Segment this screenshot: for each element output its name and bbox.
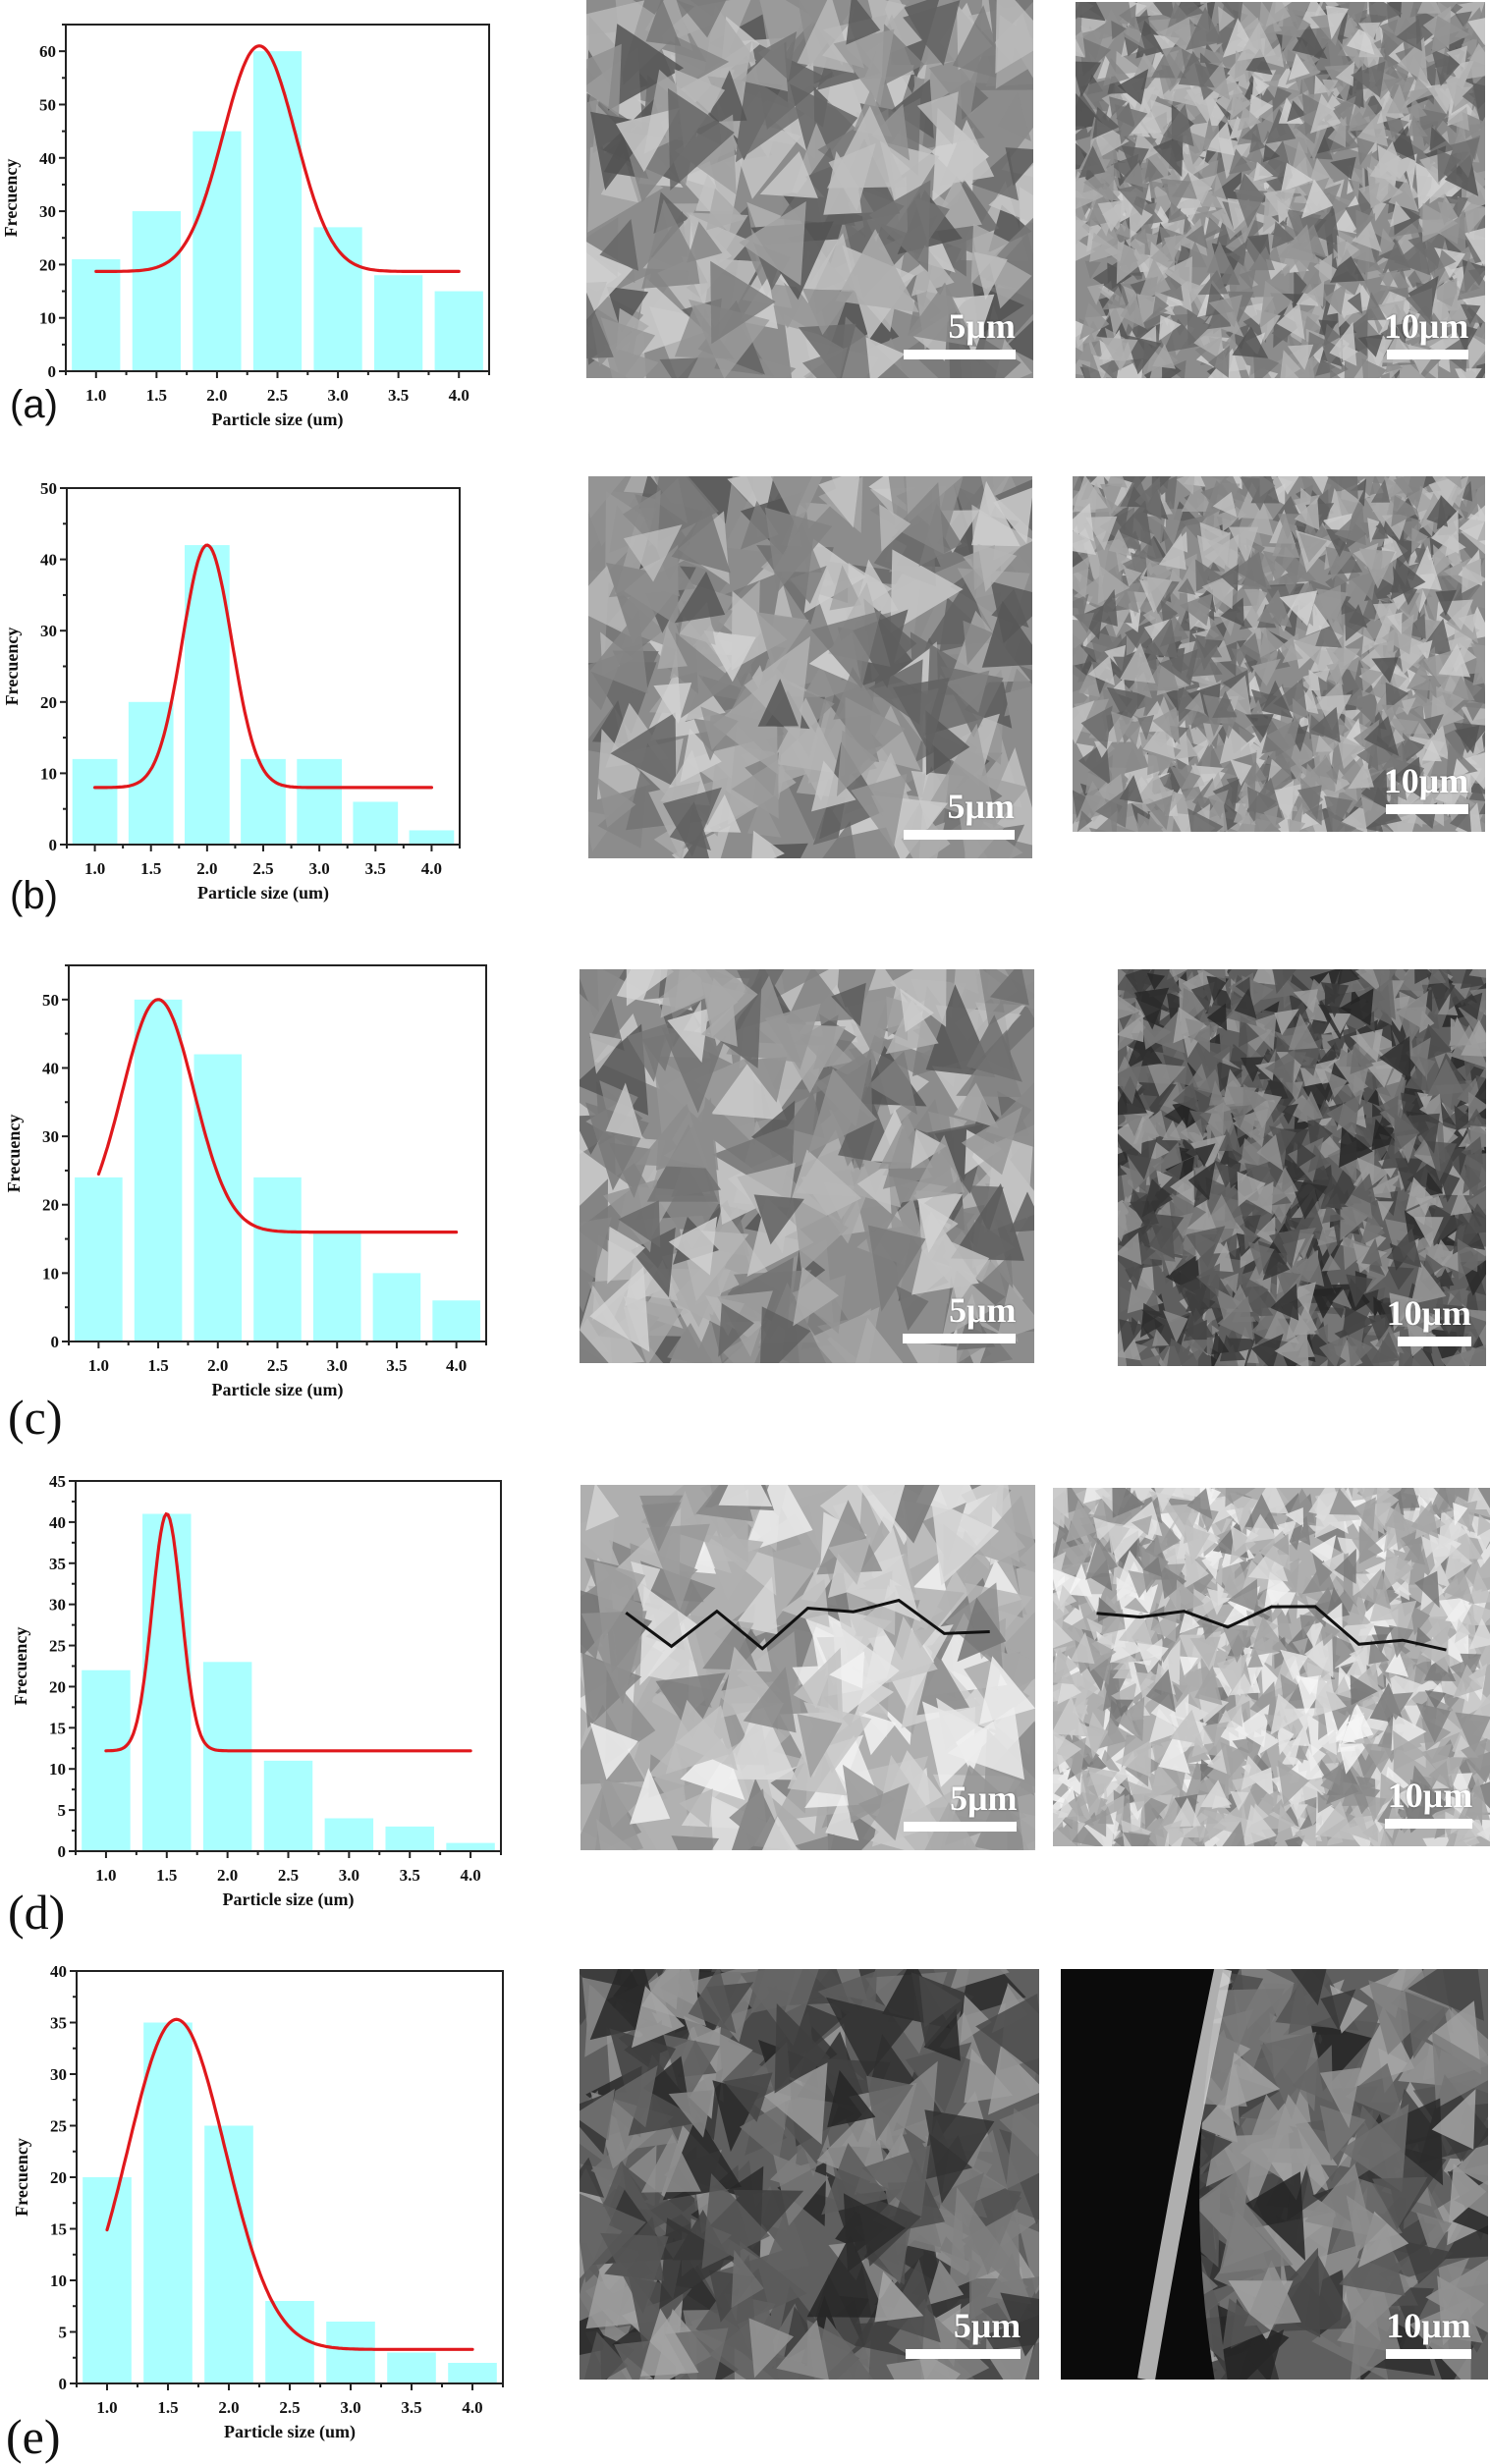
scale-bar-label: 10μm — [1384, 763, 1468, 798]
scale-bar-label: 5μm — [949, 1292, 1016, 1328]
histogram-bar — [265, 2301, 314, 2383]
scale-bar-label: 5μm — [954, 2308, 1021, 2343]
scale-bar-label: 5μm — [948, 308, 1015, 344]
sem-image-d-right: 10μm — [1053, 1488, 1490, 1846]
y-tick-label: 35 — [50, 2014, 67, 2033]
histogram-bar — [326, 2322, 375, 2383]
y-tick-label: 20 — [50, 2168, 67, 2187]
histogram-chart-e: 0 5 10 15 20 25 30 35 40 1.0 1.5 2.0 2.5 3.0 3.5 4.0 Par… — [0, 0, 550, 2455]
scale-bar-label: 10μm — [1386, 2308, 1470, 2343]
scale-bar — [1386, 804, 1468, 814]
y-axis-title: Frecuency — [12, 2138, 31, 2217]
y-tick-label: 0 — [59, 2375, 68, 2393]
x-tick-label: 2.5 — [279, 2398, 300, 2417]
scale-bar — [904, 830, 1015, 840]
sem-image-c-right: 10μm — [1118, 969, 1486, 1366]
scale-bar — [1386, 2349, 1471, 2359]
x-tick-label: 3.5 — [401, 2398, 421, 2417]
sem-image-d-middle: 5μm — [580, 1485, 1035, 1850]
x-tick-label: 1.0 — [96, 2398, 117, 2417]
sem-image-b-middle: 5μm — [588, 476, 1032, 858]
sem-image-a-right: 10μm — [1076, 2, 1485, 378]
scale-bar — [1385, 1819, 1472, 1829]
scale-bar — [904, 1822, 1018, 1832]
scale-bar — [903, 1334, 1017, 1343]
y-tick-label: 30 — [50, 2065, 67, 2084]
sem-image-a-middle: 5μm — [586, 0, 1033, 378]
x-tick-label: 2.0 — [218, 2398, 239, 2417]
scale-bar-label: 5μm — [948, 789, 1015, 824]
panel-label-e: (e) — [6, 2412, 61, 2461]
histogram-bar — [448, 2363, 497, 2383]
x-axis-title: Particle size (um) — [224, 2422, 356, 2442]
scale-bar-label: 10μm — [1388, 1778, 1472, 1813]
sem-image-e-right: 10μm — [1061, 1969, 1488, 2380]
scale-bar — [904, 350, 1016, 359]
y-tick-label: 15 — [50, 2220, 67, 2239]
y-tick-label: 25 — [50, 2117, 67, 2136]
sem-image-e-middle: 5μm — [579, 1969, 1039, 2380]
scale-bar — [1387, 350, 1468, 359]
scale-bar — [1398, 1337, 1471, 1346]
scale-bar-label: 10μm — [1384, 308, 1468, 344]
histogram-bar — [387, 2353, 436, 2384]
y-tick-label: 10 — [50, 2272, 67, 2290]
sem-image-c-middle: 5μm — [579, 969, 1034, 1363]
histogram-bar — [83, 2177, 132, 2383]
scale-bar-label: 10μm — [1387, 1295, 1471, 1331]
x-tick-label: 3.0 — [340, 2398, 360, 2417]
y-tick-label: 40 — [50, 1962, 67, 1981]
x-tick-label: 4.0 — [462, 2398, 482, 2417]
x-tick-label: 1.5 — [157, 2398, 178, 2417]
scale-bar-label: 5μm — [950, 1780, 1017, 1816]
y-tick-label: 5 — [59, 2324, 68, 2342]
scale-bar — [906, 2349, 1021, 2359]
histogram-bar — [143, 2023, 193, 2384]
sem-image-b-right: 10μm — [1073, 476, 1485, 832]
